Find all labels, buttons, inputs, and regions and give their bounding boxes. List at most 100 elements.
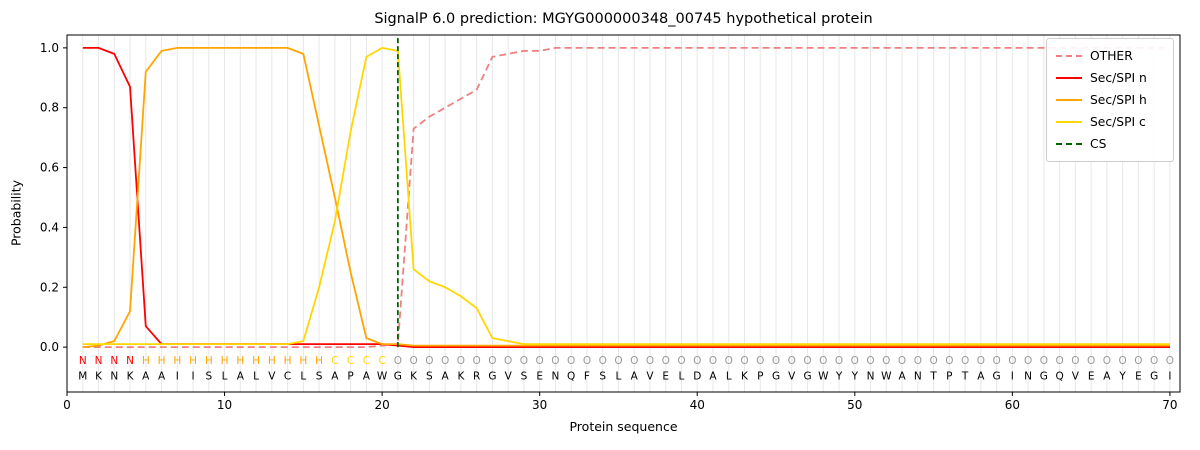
svg-text:C: C bbox=[363, 355, 370, 367]
svg-text:C: C bbox=[331, 355, 338, 367]
svg-text:O: O bbox=[551, 355, 559, 367]
svg-text:F: F bbox=[584, 371, 590, 383]
svg-text:O: O bbox=[1134, 355, 1142, 367]
svg-text:A: A bbox=[898, 371, 906, 383]
svg-text:O: O bbox=[1150, 355, 1158, 367]
svg-text:A: A bbox=[977, 371, 985, 383]
svg-text:A: A bbox=[631, 371, 639, 383]
svg-text:G: G bbox=[803, 371, 811, 383]
legend-item-cs: CS bbox=[1047, 133, 1173, 155]
legend-line-sample bbox=[1056, 99, 1082, 101]
svg-text:O: O bbox=[788, 355, 796, 367]
svg-text:N: N bbox=[95, 355, 103, 367]
svg-text:E: E bbox=[662, 371, 669, 383]
chart-title: SignalP 6.0 prediction: MGYG000000348_00… bbox=[374, 11, 873, 27]
svg-text:M: M bbox=[78, 371, 87, 383]
y-tick-label: 0.0 bbox=[40, 340, 59, 354]
svg-text:H: H bbox=[189, 355, 197, 367]
svg-text:O: O bbox=[819, 355, 827, 367]
svg-text:O: O bbox=[709, 355, 717, 367]
x-tick-label: 20 bbox=[374, 398, 389, 412]
legend-label: CS bbox=[1090, 137, 1107, 151]
svg-text:S: S bbox=[599, 371, 606, 383]
svg-text:E: E bbox=[1135, 371, 1142, 383]
svg-text:Y: Y bbox=[851, 371, 859, 383]
svg-text:O: O bbox=[646, 355, 654, 367]
legend-line-sample bbox=[1056, 55, 1082, 57]
svg-text:I: I bbox=[1011, 371, 1014, 383]
svg-text:N: N bbox=[110, 371, 118, 383]
svg-text:A: A bbox=[709, 371, 717, 383]
svg-text:O: O bbox=[394, 355, 402, 367]
svg-text:W: W bbox=[818, 371, 829, 383]
svg-text:E: E bbox=[1088, 371, 1095, 383]
legend-line-sample bbox=[1056, 121, 1082, 123]
svg-text:L: L bbox=[616, 371, 622, 383]
svg-text:L: L bbox=[300, 371, 306, 383]
svg-text:D: D bbox=[693, 371, 701, 383]
svg-text:O: O bbox=[614, 355, 622, 367]
svg-text:O: O bbox=[567, 355, 575, 367]
svg-text:G: G bbox=[772, 371, 780, 383]
svg-text:O: O bbox=[662, 355, 670, 367]
svg-text:O: O bbox=[1119, 355, 1127, 367]
svg-text:O: O bbox=[536, 355, 544, 367]
y-tick-label: 0.6 bbox=[40, 161, 59, 175]
svg-text:P: P bbox=[347, 371, 353, 383]
svg-text:G: G bbox=[993, 371, 1001, 383]
y-tick-label: 0.4 bbox=[40, 220, 59, 234]
y-axis-ticks: 0.0 0.2 0.4 0.6 0.8 1.0 bbox=[40, 41, 67, 354]
svg-text:O: O bbox=[1166, 355, 1174, 367]
svg-text:P: P bbox=[757, 371, 763, 383]
svg-text:I: I bbox=[191, 371, 194, 383]
svg-text:H: H bbox=[236, 355, 244, 367]
svg-text:S: S bbox=[316, 371, 323, 383]
svg-text:O: O bbox=[898, 355, 906, 367]
y-tick-label: 0.8 bbox=[40, 101, 59, 115]
svg-text:A: A bbox=[1103, 371, 1111, 383]
svg-text:O: O bbox=[914, 355, 922, 367]
svg-text:N: N bbox=[552, 371, 560, 383]
legend-label: Sec/SPI n bbox=[1090, 71, 1147, 85]
svg-text:N: N bbox=[126, 355, 134, 367]
svg-text:O: O bbox=[693, 355, 701, 367]
plot-frame bbox=[66, 34, 1181, 393]
svg-text:O: O bbox=[1008, 355, 1016, 367]
svg-text:N: N bbox=[867, 371, 875, 383]
svg-text:A: A bbox=[363, 371, 371, 383]
x-tick-label: 60 bbox=[1005, 398, 1020, 412]
svg-text:O: O bbox=[992, 355, 1000, 367]
svg-text:O: O bbox=[803, 355, 811, 367]
svg-text:H: H bbox=[205, 355, 213, 367]
svg-text:N: N bbox=[79, 355, 87, 367]
svg-text:O: O bbox=[961, 355, 969, 367]
svg-text:A: A bbox=[158, 371, 166, 383]
svg-text:O: O bbox=[1103, 355, 1111, 367]
svg-text:G: G bbox=[1150, 371, 1158, 383]
svg-text:N: N bbox=[914, 371, 922, 383]
x-axis-label: Protein sequence bbox=[569, 419, 678, 434]
svg-text:W: W bbox=[377, 371, 388, 383]
svg-text:T: T bbox=[929, 371, 937, 383]
x-tick-label: 40 bbox=[690, 398, 705, 412]
svg-text:Y: Y bbox=[1118, 371, 1126, 383]
svg-text:H: H bbox=[299, 355, 307, 367]
svg-text:O: O bbox=[1055, 355, 1063, 367]
legend-label: Sec/SPI h bbox=[1090, 93, 1147, 107]
svg-text:A: A bbox=[331, 371, 339, 383]
svg-text:O: O bbox=[772, 355, 780, 367]
svg-text:O: O bbox=[851, 355, 859, 367]
legend-label: Sec/SPI c bbox=[1090, 115, 1146, 129]
svg-text:O: O bbox=[882, 355, 890, 367]
svg-text:O: O bbox=[725, 355, 733, 367]
svg-text:O: O bbox=[1040, 355, 1048, 367]
svg-text:O: O bbox=[520, 355, 528, 367]
svg-text:Q: Q bbox=[1055, 371, 1063, 383]
svg-text:C: C bbox=[378, 355, 385, 367]
svg-text:V: V bbox=[1072, 371, 1080, 383]
svg-text:W: W bbox=[881, 371, 892, 383]
svg-text:G: G bbox=[1040, 371, 1048, 383]
svg-text:H: H bbox=[252, 355, 260, 367]
